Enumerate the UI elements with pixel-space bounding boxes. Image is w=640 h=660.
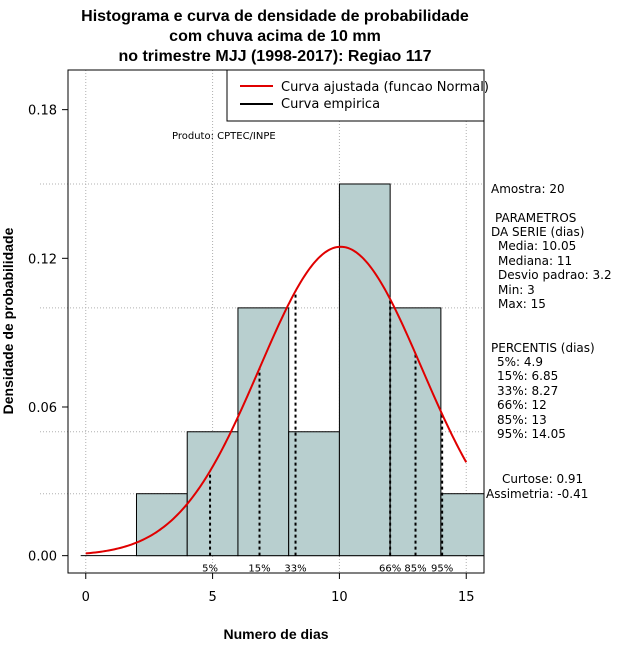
chart-title-line-3: no trimestre MJJ (1998-2017): Regiao 117 xyxy=(118,48,431,65)
percentile-label: 95% xyxy=(431,564,453,575)
percentile-layer xyxy=(209,291,444,556)
stat-pct-33: 33%: 8.27 xyxy=(497,384,558,398)
percentile-label: 33% xyxy=(284,564,306,575)
stat-sample: Amostra: 20 xyxy=(491,182,565,196)
y-tick-label: 0.12 xyxy=(28,252,57,267)
percentile-label: 5% xyxy=(202,564,218,575)
bar-layer xyxy=(135,183,485,557)
histogram-bar xyxy=(237,307,290,557)
histogram-bar xyxy=(389,307,442,557)
stat-params-subtitle: DA SERIE (dias) xyxy=(491,225,584,239)
x-tick-label: 5 xyxy=(208,590,216,605)
product-credit: Produto: CPTEC/INPE xyxy=(172,131,276,142)
stat-pct-title: PERCENTIS (dias) xyxy=(491,341,595,355)
histogram-bar xyxy=(288,431,340,557)
y-tick-label: 0.06 xyxy=(28,401,57,416)
stat-min: Min: 3 xyxy=(498,283,535,297)
axis-layer: 0 5 10 15 0.00 0.06 0.12 0.18 xyxy=(28,104,474,605)
y-tick-label: 0.00 xyxy=(28,550,57,565)
stat-pct-66: 66%: 12 xyxy=(497,398,547,412)
x-tick-label: 15 xyxy=(458,590,475,605)
percentile-label: 66% xyxy=(379,564,401,575)
stat-pct-95: 95%: 14.05 xyxy=(497,427,566,441)
histogram-bar xyxy=(135,493,188,557)
chart-title-line-2: com chuva acima de 10 mm xyxy=(169,28,381,45)
stats-panel: Amostra: 20 PARAMETROS DA SERIE (dias) M… xyxy=(486,182,612,501)
stat-sd: Desvio padrao: 3.2 xyxy=(498,268,612,282)
stat-max: Max: 15 xyxy=(498,297,546,311)
x-tick-label: 0 xyxy=(82,590,90,605)
percentile-label: 85% xyxy=(404,564,426,575)
y-tick-label: 0.18 xyxy=(28,104,57,119)
legend-label-fit: Curva ajustada (funcao Normal) xyxy=(281,80,489,95)
histogram-bar xyxy=(440,493,485,557)
x-axis-label: Numero de dias xyxy=(223,626,328,642)
percentile-label-layer: 5% 15% 33% 66% 85% 95% xyxy=(202,564,453,575)
stat-pct-5: 5%: 4.9 xyxy=(497,355,543,369)
y-axis-label: Densidade de probabilidade xyxy=(0,227,16,414)
stat-params-title: PARAMETROS xyxy=(495,211,576,225)
curve-layer xyxy=(85,245,468,555)
legend: Curva ajustada (funcao Normal) Curva emp… xyxy=(226,69,489,122)
stat-mean: Media: 10.05 xyxy=(498,239,576,253)
x-tick-label: 10 xyxy=(331,590,348,605)
legend-label-empirical: Curva empirica xyxy=(281,97,380,112)
chart-title-line-1: Histograma e curva de densidade de proba… xyxy=(81,8,469,25)
stat-skewness: Assimetria: -0.41 xyxy=(486,487,588,501)
stat-median: Mediana: 11 xyxy=(498,254,572,268)
stat-pct-85: 85%: 13 xyxy=(497,413,547,427)
stat-kurtosis: Curtose: 0.91 xyxy=(502,472,583,486)
normal-fit-curve xyxy=(85,245,468,555)
legend-box xyxy=(226,69,485,122)
stat-pct-15: 15%: 6.85 xyxy=(497,369,558,383)
histogram-bar xyxy=(338,183,391,557)
percentile-label: 15% xyxy=(248,564,270,575)
